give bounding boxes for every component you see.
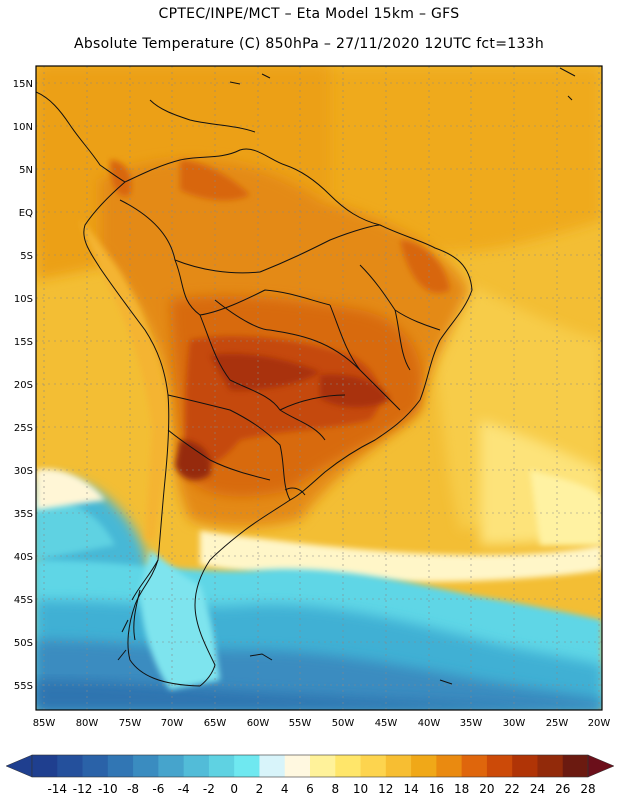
colorbar-tick-label: 10: [353, 782, 368, 796]
lat-label: 20S: [14, 380, 33, 391]
colorbar: -14 -12 -10 -8 -6 -4 -2 0 2 4 6 8 10 12 14 16 18 20 22 24 26…: [5, 754, 615, 796]
colorbar-tick-label: 2: [256, 782, 264, 796]
lat-label: EQ: [19, 208, 33, 219]
colorbar-swatch: [486, 755, 513, 777]
colorbar-swatch: [57, 755, 83, 777]
lat-label: 10N: [13, 122, 33, 133]
colorbar-arrow-high: [587, 754, 615, 778]
lat-label: 15N: [13, 79, 33, 90]
lat-label: 5S: [20, 251, 33, 262]
colorbar-tick-label: -12: [73, 782, 93, 796]
colorbar-swatch: [310, 755, 336, 777]
map-subtitle: Absolute Temperature (C) 850hPa – 27/11/…: [73, 36, 545, 52]
map-frame: [35, 65, 603, 711]
colorbar-tick-label: -6: [152, 782, 164, 796]
colorbar-swatch: [512, 755, 538, 777]
colorbar-swatch: [385, 755, 412, 777]
colorbar-tick-label: 4: [281, 782, 289, 796]
lon-label: 45W: [375, 718, 398, 729]
lat-label: 15S: [14, 337, 33, 348]
lon-label: 70W: [161, 718, 184, 729]
colorbar-tick-label: 8: [331, 782, 339, 796]
colorbar-tick-label: 16: [429, 782, 444, 796]
map-gridlines: [36, 66, 602, 710]
colorbar-tick-label: 28: [580, 782, 595, 796]
lon-label: 75W: [119, 718, 142, 729]
lat-label: 55S: [14, 681, 33, 692]
coastlines: [36, 67, 576, 687]
colorbar-swatch: [259, 755, 286, 777]
colorbar-swatch: [537, 755, 564, 777]
lat-label: 50S: [14, 638, 33, 649]
temperature-field: [36, 66, 602, 710]
colorbar-swatch: [82, 755, 109, 777]
colorbar-arrow-low: [5, 754, 33, 778]
colorbar-tick-label: 24: [530, 782, 545, 796]
colorbar-swatch: [436, 755, 463, 777]
colorbar-swatch: [360, 755, 387, 777]
colorbar-tick-label: -2: [203, 782, 215, 796]
colorbar-tick-label: 0: [230, 782, 238, 796]
colorbar-tick-label: 14: [403, 782, 418, 796]
colorbar-tick-label: -4: [178, 782, 190, 796]
lon-label: 25W: [546, 718, 569, 729]
colorbar-tick-label: 6: [306, 782, 314, 796]
lat-label: 5N: [19, 165, 33, 176]
colorbar-swatch: [335, 755, 361, 777]
colorbar-swatch: [562, 755, 589, 777]
colorbar-swatch: [158, 755, 185, 777]
map-title: CPTEC/INPE/MCT – Eta Model 15km – GFS: [158, 6, 460, 22]
lon-label: 65W: [204, 718, 227, 729]
colorbar-tick-label: 12: [378, 782, 393, 796]
lat-label: 25S: [14, 423, 33, 434]
colorbar-tick-label: 18: [454, 782, 469, 796]
colorbar-tick-label: 26: [555, 782, 570, 796]
colorbar-swatch: [411, 755, 437, 777]
lon-label: 20W: [588, 718, 611, 729]
colorbar-swatch: [208, 755, 235, 777]
latitude-axis: 15N 10N 5N EQ 5S 10S 15S 20S 25S 30S 35S…: [13, 79, 33, 692]
colorbar-tick-label: 20: [479, 782, 494, 796]
lat-label: 10S: [14, 294, 33, 305]
lon-label: 60W: [247, 718, 270, 729]
colorbar-swatch: [133, 755, 159, 777]
lon-label: 50W: [332, 718, 355, 729]
colorbar-tick-label: 22: [505, 782, 520, 796]
colorbar-swatch: [461, 755, 488, 777]
colorbar-tick-label: -8: [127, 782, 139, 796]
lon-label: 30W: [503, 718, 526, 729]
colorbar-swatch: [32, 755, 58, 777]
longitude-axis: 85W 80W 75W 70W 65W 60W 55W 50W 45W 40W …: [33, 718, 611, 729]
colorbar-tick-label: -10: [98, 782, 118, 796]
lat-label: 40S: [14, 552, 33, 563]
colorbar-swatch: [234, 755, 260, 777]
lon-label: 55W: [289, 718, 312, 729]
lon-label: 40W: [418, 718, 441, 729]
lat-label: 35S: [14, 509, 33, 520]
lon-label: 80W: [76, 718, 99, 729]
colorbar-swatch: [284, 755, 311, 777]
colorbar-swatch: [107, 755, 134, 777]
lat-label: 30S: [14, 466, 33, 477]
colorbar-outline: [31, 754, 589, 778]
lon-label: 85W: [33, 718, 56, 729]
lat-label: 45S: [14, 595, 33, 606]
colorbar-swatch: [183, 755, 210, 777]
lon-label: 35W: [460, 718, 483, 729]
colorbar-tick-label: -14: [47, 782, 67, 796]
